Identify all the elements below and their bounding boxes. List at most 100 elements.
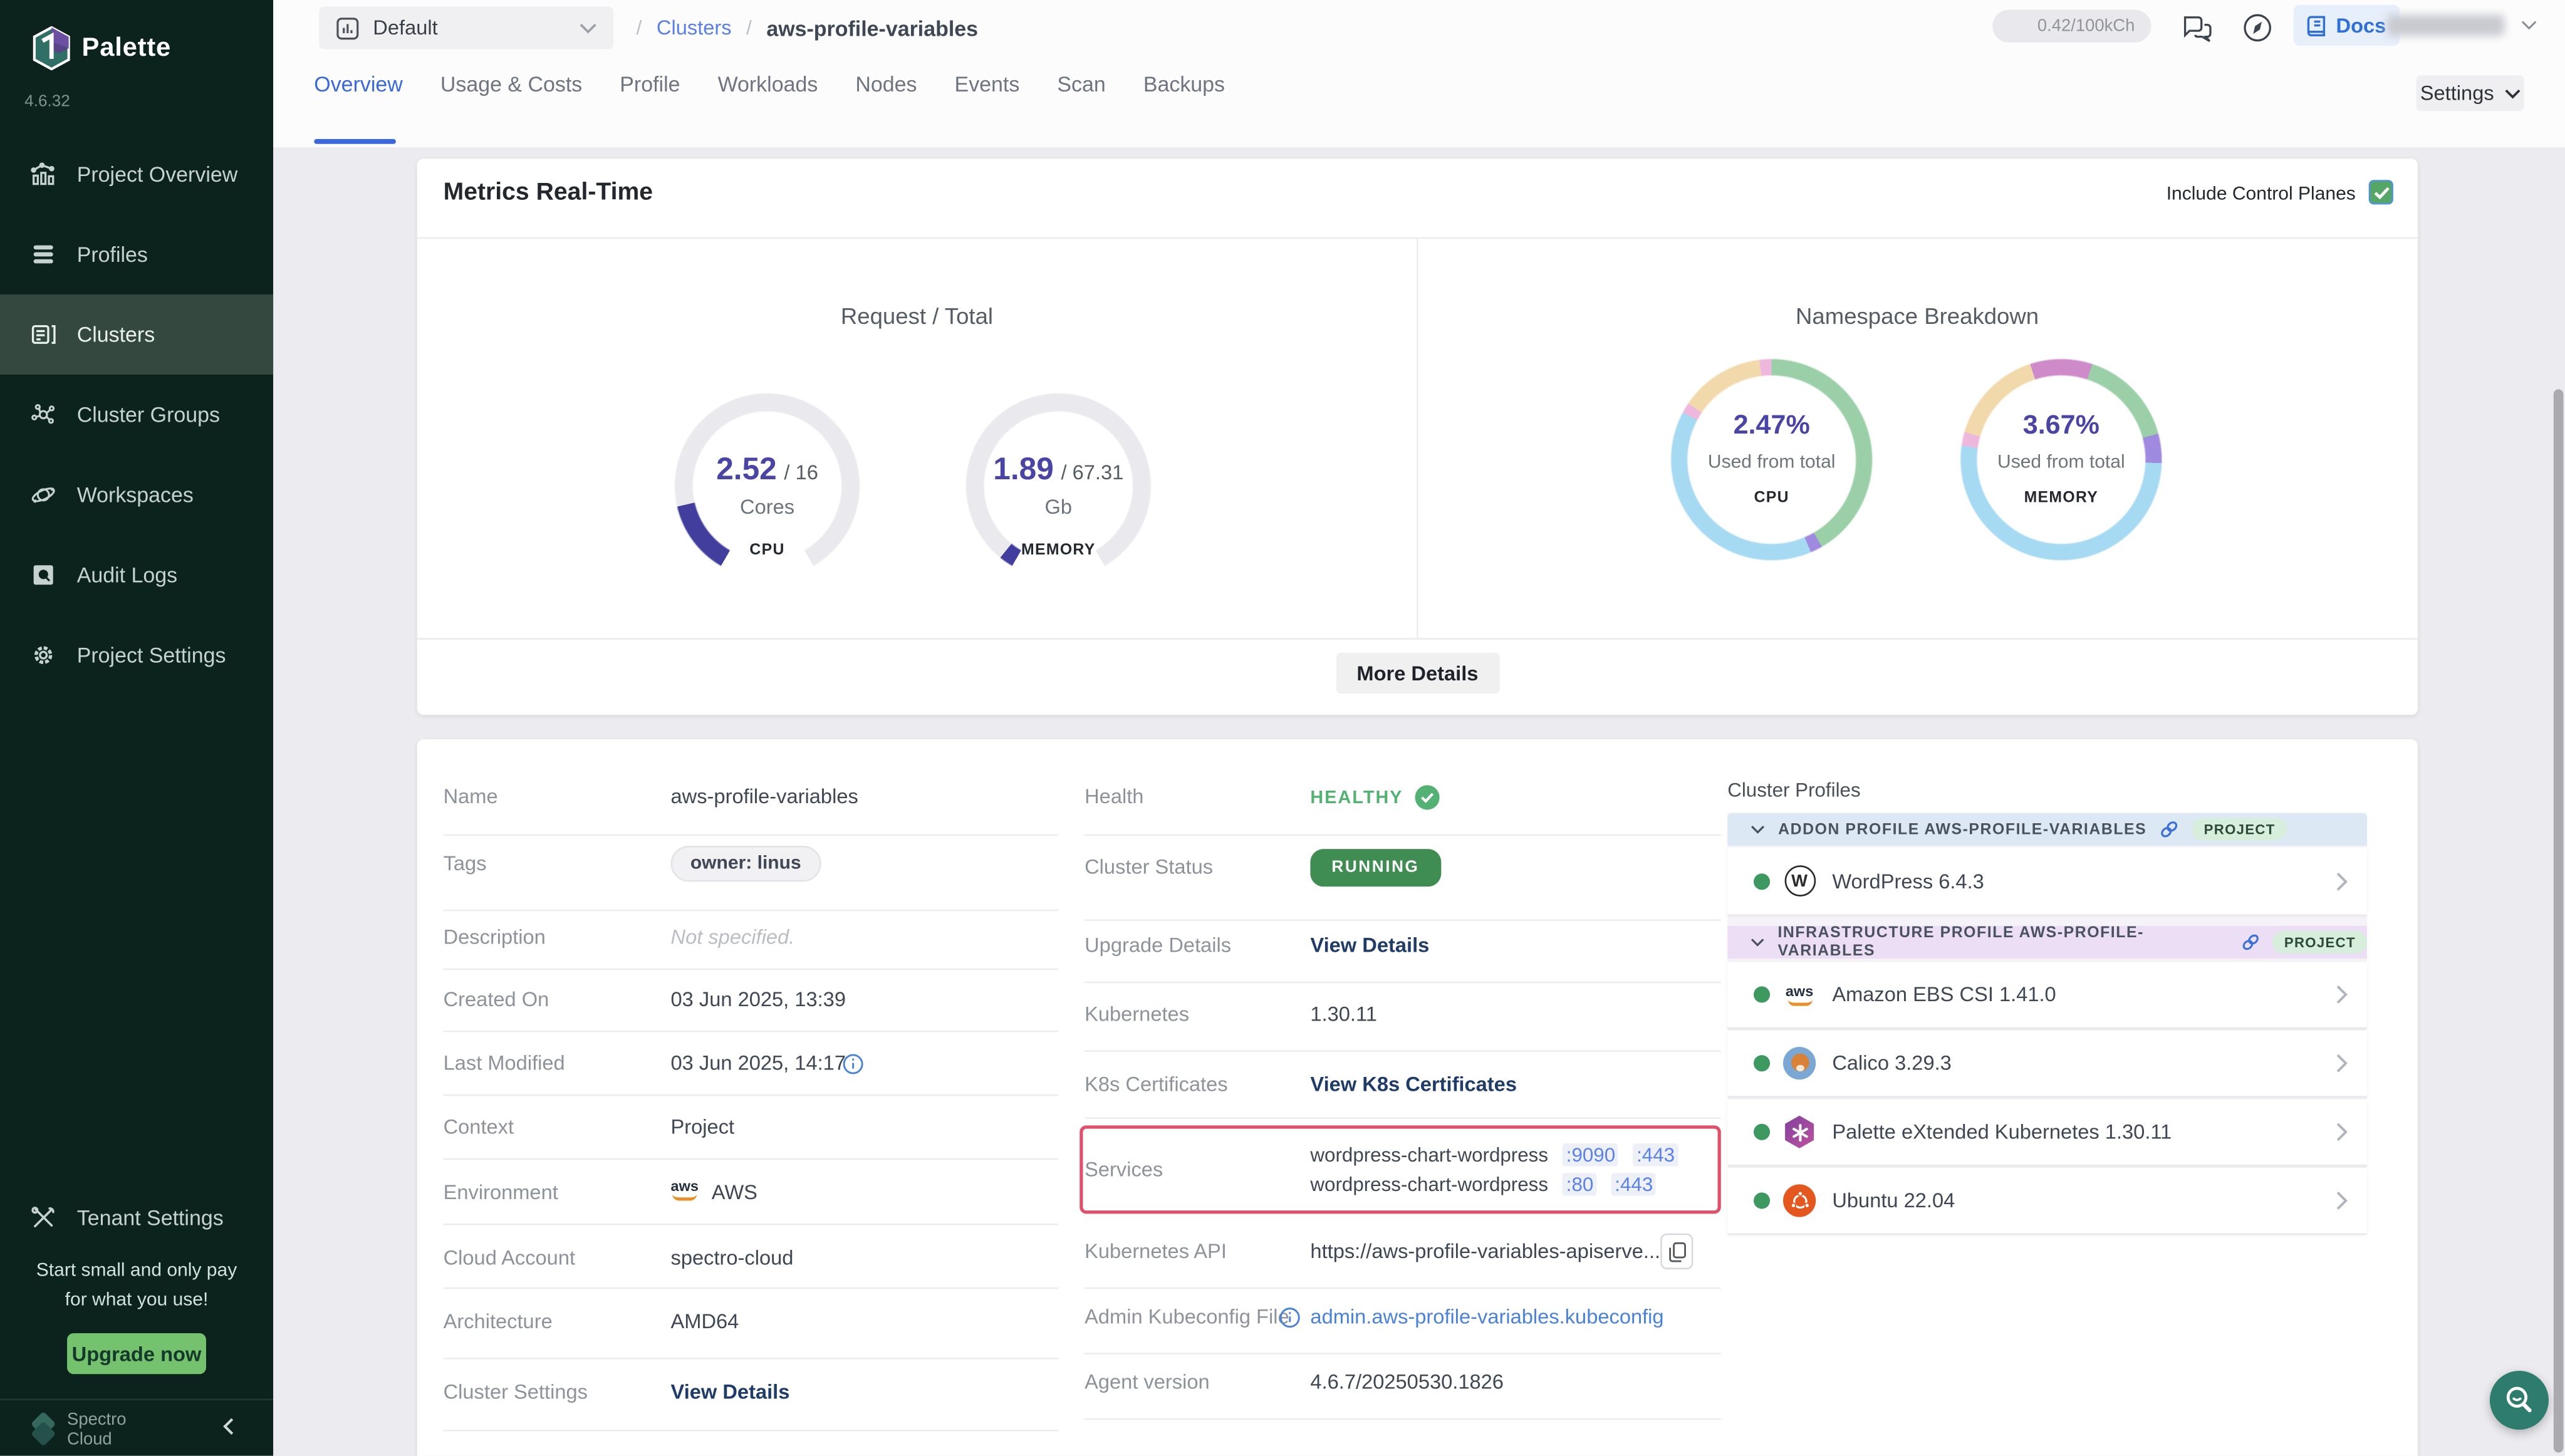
service-name: wordpress-chart-wordpress: [1310, 1173, 1548, 1196]
cpu-caption: CPU: [672, 541, 862, 559]
help-search-fab[interactable]: [2490, 1371, 2549, 1430]
cluster-details-card: Name aws-profile-variables Tags owner: l…: [417, 739, 2418, 1456]
cluster-settings-view-details-link[interactable]: View Details: [671, 1381, 790, 1404]
sidebar-item-cluster-groups[interactable]: Cluster Groups: [0, 375, 273, 455]
copy-icon: [1668, 1240, 1686, 1262]
calico-logo: [1783, 1047, 1816, 1079]
sidebar-item-clusters[interactable]: Clusters: [0, 294, 273, 375]
addon-profile-header[interactable]: ADDON PROFILE AWS-PROFILE-VARIABLES PROJ…: [1727, 813, 2367, 846]
divider: [444, 910, 1059, 912]
service-port-link[interactable]: :443: [1633, 1143, 1678, 1167]
divider: [1085, 1287, 1721, 1289]
info-icon[interactable]: [843, 1053, 864, 1074]
sidebar-item-label: Project Settings: [77, 643, 226, 667]
upgrade-view-details-link[interactable]: View Details: [1310, 934, 1429, 957]
cluster-status-badge: RUNNING: [1310, 849, 1440, 887]
wordpress-logo: W: [1783, 865, 1816, 897]
audit-doc-icon: [29, 561, 57, 589]
tab-scan[interactable]: Scan: [1057, 62, 1105, 106]
profile-item-calico[interactable]: Calico 3.29.3: [1727, 1031, 2367, 1096]
project-selector-value: Default: [373, 16, 579, 39]
service-port-link[interactable]: :443: [1611, 1173, 1656, 1196]
sidebar-item-project-overview[interactable]: Project Overview: [0, 134, 273, 214]
chevron-down-icon: [1751, 937, 1765, 947]
copy-api-url-button[interactable]: [1660, 1234, 1693, 1269]
sidebar-item-profiles[interactable]: Profiles: [0, 214, 273, 294]
namespace-cpu-donut: 2.47% Used from total CPU: [1670, 358, 1873, 561]
chevron-down-icon: [2504, 88, 2520, 99]
health-status-text: HEALTHY: [1310, 788, 1403, 807]
settings-button[interactable]: Settings: [2416, 75, 2524, 111]
tab-workloads[interactable]: Workloads: [718, 62, 818, 106]
service-port-link[interactable]: :80: [1563, 1173, 1597, 1196]
docs-button[interactable]: Docs: [2294, 5, 2400, 46]
profile-item-name: WordPress 6.4.3: [1832, 870, 2336, 893]
divider: [1085, 1117, 1721, 1119]
namespace-memory-label: MEMORY: [1960, 489, 2163, 507]
usage-quota-badge: 0.42/100kCh: [1992, 10, 2151, 43]
tab-events[interactable]: Events: [955, 62, 1020, 106]
project-selector[interactable]: Default: [319, 6, 613, 49]
profile-item-ubuntu[interactable]: Ubuntu 22.04: [1727, 1168, 2367, 1233]
field-label-admin-kubeconfig: Admin Kubeconfig File: [1085, 1306, 1289, 1329]
chevron-right-icon: [2336, 1191, 2348, 1210]
chevron-right-icon: [2336, 1122, 2348, 1141]
divider: [444, 835, 1059, 836]
sidebar-item-label: Workspaces: [77, 482, 194, 507]
breadcrumb-link-clusters[interactable]: Clusters: [657, 16, 732, 39]
book-icon: [2307, 14, 2328, 37]
compass-icon[interactable]: [2241, 11, 2274, 44]
breadcrumb-current: aws-profile-variables: [766, 16, 978, 40]
sidebar-item-workspaces[interactable]: Workspaces: [0, 455, 273, 535]
link-icon: [2240, 932, 2259, 952]
aws-logo: aws: [671, 1180, 699, 1201]
collapse-sidebar-icon[interactable]: [221, 1417, 237, 1436]
field-value-last-modified: 03 Jun 2025, 14:17: [671, 1052, 846, 1075]
project-badge: PROJECT: [2192, 818, 2287, 841]
more-details-button[interactable]: More Details: [1335, 653, 1499, 694]
field-value-kubernetes-api: https://aws-profile-variables-apiserve..…: [1310, 1240, 1660, 1263]
palette-logo-icon: [33, 26, 70, 70]
docs-label: Docs: [2336, 14, 2386, 37]
upgrade-now-button[interactable]: Upgrade now: [67, 1333, 206, 1374]
tab-backups[interactable]: Backups: [1143, 62, 1225, 106]
profile-item-palette-extended-kubernetes[interactable]: Palette eXtended Kubernetes 1.30.11: [1727, 1100, 2367, 1165]
tab-nodes[interactable]: Nodes: [855, 62, 917, 106]
kubeconfig-download-link[interactable]: admin.aws-profile-variables.kubeconfig: [1310, 1306, 1663, 1329]
bar-chart-icon: [29, 160, 57, 188]
field-value-agent-version: 4.6.7/20250530.1826: [1310, 1371, 1504, 1394]
view-k8s-certificates-link[interactable]: View K8s Certificates: [1310, 1073, 1517, 1096]
tab-overview[interactable]: Overview: [314, 62, 402, 106]
tab-usage-costs[interactable]: Usage & Costs: [440, 62, 582, 106]
page-scrollbar[interactable]: [2554, 389, 2564, 1452]
user-menu-redacted[interactable]: [2386, 14, 2504, 36]
chevron-down-icon: [579, 22, 597, 33]
chat-icon[interactable]: [2180, 11, 2213, 44]
memory-request-value: 1.89: [993, 453, 1054, 487]
namespace-cpu-caption: Used from total: [1670, 453, 1873, 472]
layers-icon: [29, 241, 57, 268]
tab-profile[interactable]: Profile: [620, 62, 680, 106]
profile-item-amazon-ebs-csi[interactable]: aws Amazon EBS CSI 1.41.0: [1727, 962, 2367, 1027]
memory-total-value: / 67.31: [1061, 461, 1123, 484]
field-label-k8s-certificates: K8s Certificates: [1085, 1073, 1228, 1096]
ubuntu-logo: [1783, 1184, 1816, 1217]
user-chevron-down-icon[interactable]: [2521, 19, 2537, 31]
divider: [444, 1287, 1059, 1289]
include-control-planes-checkbox[interactable]: [2369, 180, 2393, 204]
infrastructure-profile-header[interactable]: INFRASTRUCTURE PROFILE AWS-PROFILE-VARIA…: [1727, 926, 2367, 959]
field-label-context: Context: [444, 1116, 514, 1139]
sidebar-item-label: Cluster Groups: [77, 402, 220, 427]
service-port-link[interactable]: :9090: [1563, 1143, 1619, 1167]
status-dot: [1754, 1124, 1770, 1140]
profile-item-wordpress[interactable]: W WordPress 6.4.3: [1727, 847, 2367, 914]
app-screen: Palette 4.6.32 Project Overview Profiles: [0, 0, 2565, 1456]
field-label-last-modified: Last Modified: [444, 1052, 565, 1075]
tag-pill: owner: linus: [671, 846, 821, 881]
sidebar-item-audit-logs[interactable]: Audit Logs: [0, 535, 273, 615]
sidebar-item-project-settings[interactable]: Project Settings: [0, 615, 273, 695]
field-value-context: Project: [671, 1116, 735, 1139]
info-icon[interactable]: [1279, 1307, 1301, 1328]
sidebar-item-tenant-settings[interactable]: Tenant Settings: [0, 1178, 273, 1258]
divider: [417, 638, 2418, 640]
